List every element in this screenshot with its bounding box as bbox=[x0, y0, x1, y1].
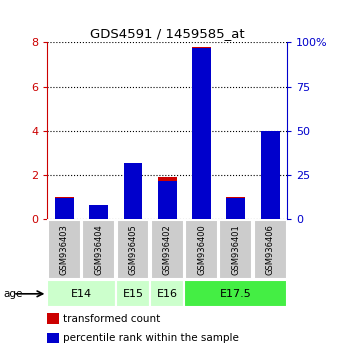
Bar bbox=[185, 280, 287, 307]
Text: GSM936401: GSM936401 bbox=[232, 224, 240, 275]
Bar bbox=[55, 198, 74, 219]
Text: transformed count: transformed count bbox=[63, 314, 160, 324]
Title: GDS4591 / 1459585_at: GDS4591 / 1459585_at bbox=[90, 27, 245, 40]
Bar bbox=[185, 220, 218, 279]
Text: E14: E14 bbox=[71, 289, 92, 299]
Text: GSM936403: GSM936403 bbox=[60, 224, 69, 275]
Text: GSM936400: GSM936400 bbox=[197, 224, 206, 275]
Bar bbox=[117, 220, 149, 279]
Bar bbox=[192, 47, 211, 219]
Text: GSM936406: GSM936406 bbox=[266, 224, 275, 275]
Text: age: age bbox=[3, 289, 23, 299]
Text: GSM936404: GSM936404 bbox=[94, 224, 103, 275]
Bar bbox=[124, 166, 142, 219]
Bar bbox=[226, 198, 245, 219]
Bar bbox=[124, 163, 142, 219]
Bar bbox=[158, 177, 177, 219]
Bar bbox=[48, 220, 81, 279]
Bar bbox=[150, 280, 185, 307]
Text: percentile rank within the sample: percentile rank within the sample bbox=[63, 333, 238, 343]
Text: GSM936405: GSM936405 bbox=[128, 224, 138, 275]
Text: E17.5: E17.5 bbox=[220, 289, 252, 299]
Bar bbox=[226, 198, 245, 219]
Bar bbox=[89, 205, 108, 219]
Bar bbox=[47, 280, 116, 307]
Text: E16: E16 bbox=[157, 289, 178, 299]
Bar bbox=[158, 181, 177, 219]
Bar bbox=[261, 142, 280, 219]
Bar bbox=[261, 131, 280, 219]
Bar bbox=[82, 220, 115, 279]
Bar bbox=[89, 209, 108, 219]
Text: GSM936402: GSM936402 bbox=[163, 224, 172, 275]
Bar bbox=[151, 220, 184, 279]
Text: E15: E15 bbox=[123, 289, 144, 299]
Bar bbox=[192, 48, 211, 219]
Bar bbox=[219, 220, 252, 279]
Bar bbox=[116, 280, 150, 307]
Bar bbox=[55, 198, 74, 219]
Bar bbox=[254, 220, 287, 279]
